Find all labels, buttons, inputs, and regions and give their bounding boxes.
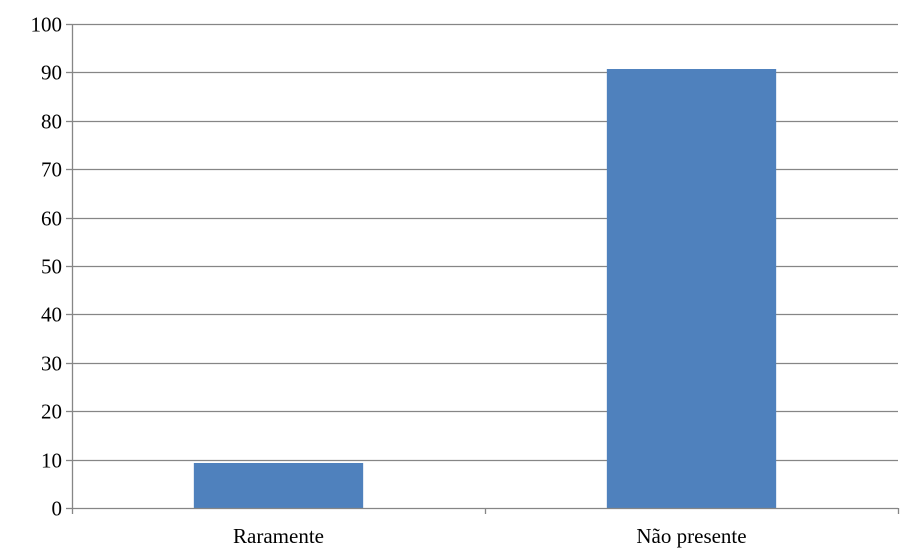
y-tick-label-50: 50 [41,255,62,279]
x-tick-labels: Raramente Não presente [233,524,747,548]
bar-raramente [193,462,364,508]
y-tick-label-70: 70 [41,158,62,182]
y-tick-label-40: 40 [41,303,62,327]
bar-não-presente [606,69,777,509]
y-tick-label-90: 90 [41,61,62,85]
y-tick-label-0: 0 [52,497,63,521]
y-tick-label-20: 20 [41,400,62,424]
axes [66,23,900,514]
y-tick-label-60: 60 [41,207,62,231]
y-tick-labels: 0 10 20 30 40 50 60 70 80 90 100 [31,13,63,521]
x-tick-label-0: Raramente [233,524,324,548]
y-tick-label-100: 100 [31,13,63,37]
x-tick-label-1: Não presente [636,524,746,548]
gridlines [72,23,898,462]
bars [193,69,777,509]
y-tick-label-80: 80 [41,110,62,134]
y-tick-label-10: 10 [41,449,62,473]
y-tick-label-30: 30 [41,352,62,376]
